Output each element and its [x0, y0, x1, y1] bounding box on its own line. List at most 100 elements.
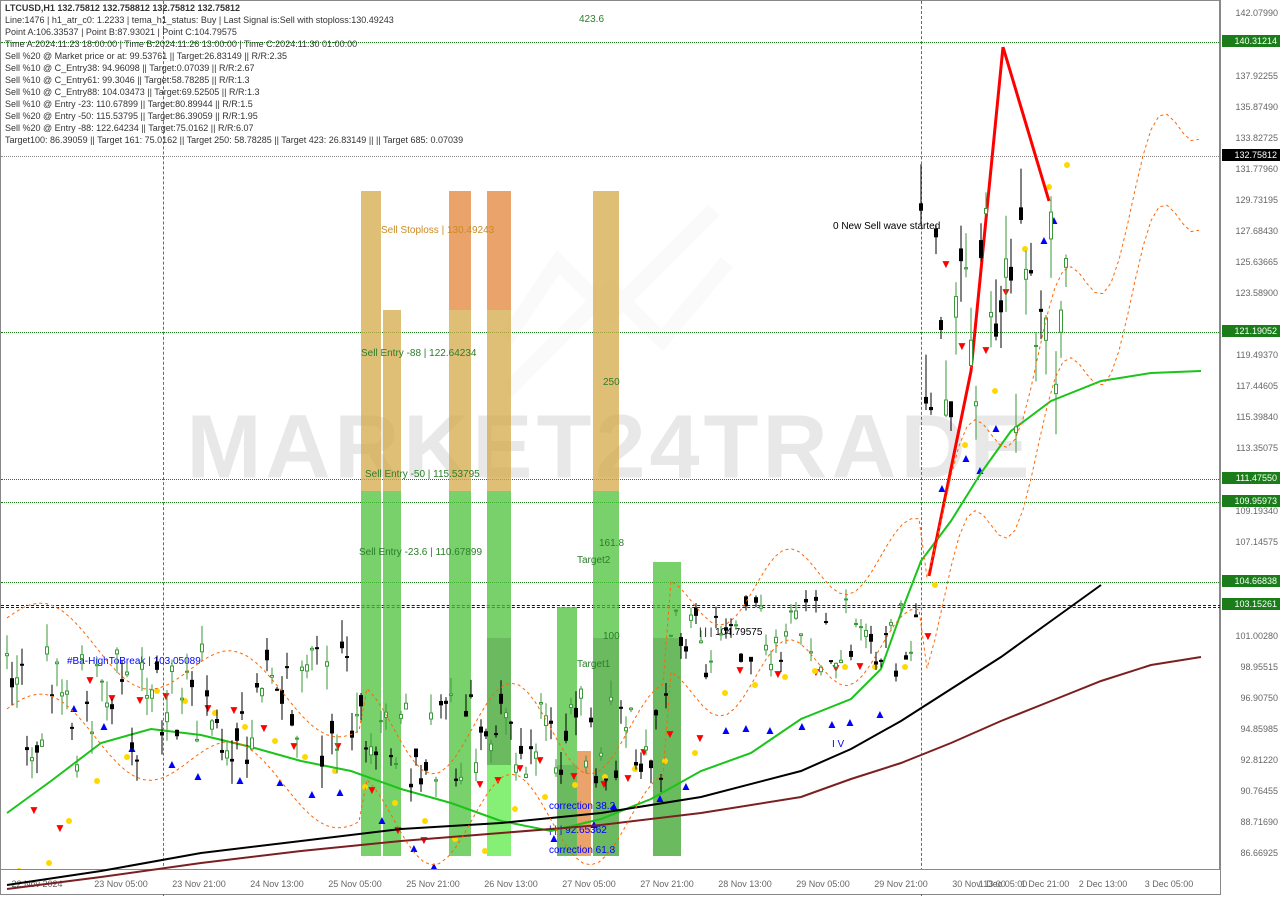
arrow-down-icon: ▼ [332, 739, 344, 753]
arrow-down-icon: ▼ [54, 821, 66, 835]
y-tick: 123.58900 [1222, 288, 1278, 298]
y-tick: 121.19052 [1222, 325, 1280, 337]
arrow-down-icon: ▼ [694, 731, 706, 745]
arrow-down-icon: ▼ [622, 771, 634, 785]
arrow-up-icon: ▲ [720, 723, 732, 737]
x-tick: 2 Dec 13:00 [1079, 879, 1128, 889]
info-line: Sell %10 @ C_Entry88: 104.03473 || Targe… [5, 87, 259, 97]
profile-bar [653, 638, 681, 856]
arrow-up-icon: ▲ [306, 787, 318, 801]
x-tick: 24 Nov 13:00 [250, 879, 304, 889]
signal-dot [782, 674, 788, 680]
y-tick: 109.19340 [1222, 506, 1278, 516]
y-tick: 86.66925 [1222, 848, 1278, 858]
arrow-up-icon: ▲ [126, 741, 138, 755]
signal-dot [332, 768, 338, 774]
profile-bar [383, 310, 401, 491]
signal-dot [722, 690, 728, 696]
arrow-up-icon: ▲ [796, 719, 808, 733]
arrow-up-icon: ▲ [936, 481, 948, 495]
info-line: Sell %20 @ Entry -50: 115.53795 || Targe… [5, 111, 258, 121]
profile-bar [653, 562, 681, 638]
signal-dot [482, 848, 488, 854]
signal-dot [962, 442, 968, 448]
profile-bar [361, 191, 381, 491]
arrow-up-icon: ▲ [192, 769, 204, 783]
y-tick: 103.15261 [1222, 598, 1280, 610]
y-tick: 131.77960 [1222, 164, 1278, 174]
y-tick: 101.00280 [1222, 631, 1278, 641]
chart-area[interactable]: MARKET24TRADE ▲▲▲▲▲▲▲▲▲▲▲▲▲▲▲▲▲▲▲▲▲▲▲▲▲▲… [0, 0, 1220, 895]
signal-dot [212, 710, 218, 716]
profile-bar [487, 310, 511, 491]
signal-dot [692, 750, 698, 756]
arrow-up-icon: ▲ [274, 775, 286, 789]
arrow-up-icon: ▲ [740, 721, 752, 735]
signal-dot [1046, 184, 1052, 190]
arrow-up-icon: ▲ [764, 723, 776, 737]
signal-dot [272, 738, 278, 744]
chart-annotation: 161.8 [599, 538, 624, 549]
chart-annotation: | | | 92.65362 [549, 825, 607, 836]
chart-annotation: 100 [603, 631, 620, 642]
info-line: Sell %10 @ Entry -23: 110.67899 || Targe… [5, 99, 253, 109]
signal-dot [842, 664, 848, 670]
signal-dot [992, 388, 998, 394]
info-line: Line:1476 | h1_atr_c0: 1.2233 | tema_h1_… [5, 15, 394, 25]
chart-annotation: Target2 [577, 555, 610, 566]
arrow-up-icon: ▲ [826, 717, 838, 731]
info-line: Sell %10 @ C_Entry38: 94.96098 || Target… [5, 63, 254, 73]
y-tick: 129.73195 [1222, 195, 1278, 205]
arrow-down-icon: ▼ [258, 721, 270, 735]
arrow-up-icon: ▲ [874, 707, 886, 721]
arrow-up-icon: ▲ [990, 421, 1002, 435]
y-tick: 115.39840 [1222, 412, 1278, 422]
arrow-down-icon: ▼ [84, 673, 96, 687]
arrow-down-icon: ▼ [956, 339, 968, 353]
chart-annotation: Sell Entry -88 | 122.64234 [361, 348, 476, 359]
y-axis: 142.07990140.31214137.92255135.87490133.… [1220, 0, 1280, 895]
chart-annotation: 0 New Sell wave started [833, 221, 940, 232]
info-line: Point A:106.33537 | Point B:87.93021 | P… [5, 27, 237, 37]
x-tick: 27 Nov 21:00 [640, 879, 694, 889]
signal-dot [46, 860, 52, 866]
x-tick: 28 Nov 13:00 [718, 879, 772, 889]
chart-annotation: 423.6 [579, 14, 604, 25]
arrow-up-icon: ▲ [680, 779, 692, 793]
arrow-up-icon: ▲ [960, 451, 972, 465]
arrow-down-icon: ▼ [28, 803, 40, 817]
symbol-title: LTCUSD,H1 132.75812 132.758812 132.75812… [5, 3, 240, 13]
arrow-up-icon: ▲ [376, 813, 388, 827]
x-tick: 1 Dec 21:00 [1021, 879, 1070, 889]
arrow-down-icon: ▼ [664, 727, 676, 741]
arrow-up-icon: ▲ [1048, 213, 1060, 227]
y-tick: 94.85985 [1222, 724, 1278, 734]
signal-dot [66, 818, 72, 824]
chart-annotation: 250 [603, 377, 620, 388]
signal-dot [752, 682, 758, 688]
signal-dot [662, 758, 668, 764]
y-tick: 113.35075 [1222, 443, 1278, 453]
vline [921, 1, 922, 896]
chart-annotation: correction 38.2 [549, 801, 615, 812]
arrow-down-icon: ▼ [288, 739, 300, 753]
arrow-up-icon: ▲ [334, 785, 346, 799]
arrow-down-icon: ▼ [514, 761, 526, 775]
y-tick: 137.92255 [1222, 71, 1278, 81]
info-line: Sell %20 @ Market price or at: 99.53761 … [5, 51, 287, 61]
arrow-down-icon: ▼ [534, 753, 546, 767]
x-tick: 29 Nov 05:00 [796, 879, 850, 889]
signal-dot [902, 664, 908, 670]
x-tick: 25 Nov 05:00 [328, 879, 382, 889]
arrow-down-icon: ▼ [568, 769, 580, 783]
signal-dot [632, 766, 638, 772]
chart-annotation: Sell Stoploss | 130.49243 [381, 225, 494, 236]
arrow-up-icon: ▲ [166, 757, 178, 771]
arrow-up-icon: ▲ [98, 719, 110, 733]
arrow-down-icon: ▼ [474, 777, 486, 791]
profile-bar [449, 310, 471, 491]
y-tick: 90.76455 [1222, 786, 1278, 796]
signal-dot [1064, 162, 1070, 168]
signal-dot [512, 806, 518, 812]
y-tick: 140.31214 [1222, 35, 1280, 47]
